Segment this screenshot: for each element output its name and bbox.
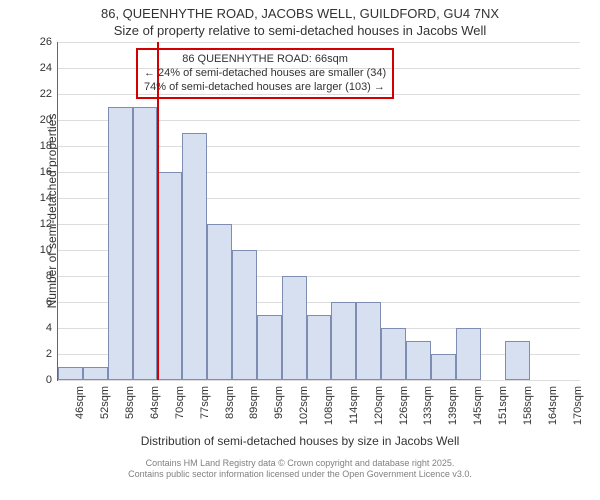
x-tick-label: 158sqm — [522, 386, 534, 425]
y-tick-label: 24 — [40, 62, 52, 74]
annotation-line: 74% of semi-detached houses are larger (… — [144, 81, 386, 95]
x-tick-label: 139sqm — [447, 386, 459, 425]
x-tick-label: 70sqm — [174, 386, 186, 419]
histogram-bar — [58, 367, 83, 380]
x-tick-label: 108sqm — [323, 386, 335, 425]
y-tick-label: 10 — [40, 244, 52, 256]
x-tick-label: 102sqm — [298, 386, 310, 425]
annotation-line: ← 24% of semi-detached houses are smalle… — [144, 67, 386, 81]
x-tick-label: 126sqm — [398, 386, 410, 425]
x-tick-label: 120sqm — [373, 386, 385, 425]
y-tick-label: 6 — [46, 296, 52, 308]
y-tick-label: 14 — [40, 192, 52, 204]
x-tick-label: 46sqm — [74, 386, 86, 419]
histogram-bar — [83, 367, 108, 380]
x-tick-label: 170sqm — [572, 386, 584, 425]
x-tick-label: 64sqm — [149, 386, 161, 419]
x-tick-label: 151sqm — [497, 386, 509, 425]
histogram-bar — [456, 328, 481, 380]
y-tick-label: 20 — [40, 114, 52, 126]
histogram-bar — [505, 341, 530, 380]
chart-subtitle: Size of property relative to semi-detach… — [0, 23, 600, 38]
x-tick-label: 133sqm — [422, 386, 434, 425]
y-tick-label: 2 — [46, 348, 52, 360]
gridline — [58, 380, 580, 381]
y-tick-label: 22 — [40, 88, 52, 100]
x-tick-label: 77sqm — [199, 386, 211, 419]
annotation-line: 86 QUEENHYTHE ROAD: 66sqm — [144, 53, 386, 67]
x-tick-label: 164sqm — [547, 386, 559, 425]
y-tick-label: 12 — [40, 218, 52, 230]
y-tick-label: 8 — [46, 270, 52, 282]
chart-title: 86, QUEENHYTHE ROAD, JACOBS WELL, GUILDF… — [0, 6, 600, 21]
histogram-chart: 86, QUEENHYTHE ROAD, JACOBS WELL, GUILDF… — [0, 0, 600, 500]
x-tick-label: 145sqm — [472, 386, 484, 425]
x-tick-label: 95sqm — [273, 386, 285, 419]
histogram-bar — [356, 302, 381, 380]
histogram-bar — [133, 107, 158, 380]
annotation-box: 86 QUEENHYTHE ROAD: 66sqm← 24% of semi-d… — [136, 48, 394, 99]
histogram-bar — [331, 302, 356, 380]
histogram-bar — [282, 276, 307, 380]
x-axis-label: Distribution of semi-detached houses by … — [0, 434, 600, 448]
x-tick-label: 58sqm — [124, 386, 136, 419]
histogram-bar — [232, 250, 257, 380]
histogram-bar — [257, 315, 282, 380]
histogram-bar — [307, 315, 332, 380]
histogram-bar — [431, 354, 456, 380]
footer-attribution: Contains HM Land Registry data © Crown c… — [0, 458, 600, 481]
footer-line-1: Contains HM Land Registry data © Crown c… — [0, 458, 600, 469]
x-tick-label: 89sqm — [248, 386, 260, 419]
footer-line-2: Contains public sector information licen… — [0, 469, 600, 480]
x-tick-label: 114sqm — [348, 386, 360, 424]
y-tick-label: 18 — [40, 140, 52, 152]
y-tick-label: 16 — [40, 166, 52, 178]
y-tick-label: 4 — [46, 322, 52, 334]
plot-area: 0246810121416182022242646sqm52sqm58sqm64… — [57, 42, 580, 381]
histogram-bar — [406, 341, 431, 380]
histogram-bar — [182, 133, 207, 380]
y-tick-label: 0 — [46, 374, 52, 386]
histogram-bar — [157, 172, 182, 380]
x-tick-label: 83sqm — [224, 386, 236, 419]
y-tick-label: 26 — [40, 36, 52, 48]
gridline — [58, 42, 580, 43]
histogram-bar — [381, 328, 406, 380]
histogram-bar — [108, 107, 133, 380]
histogram-bar — [207, 224, 232, 380]
x-tick-label: 52sqm — [99, 386, 111, 419]
